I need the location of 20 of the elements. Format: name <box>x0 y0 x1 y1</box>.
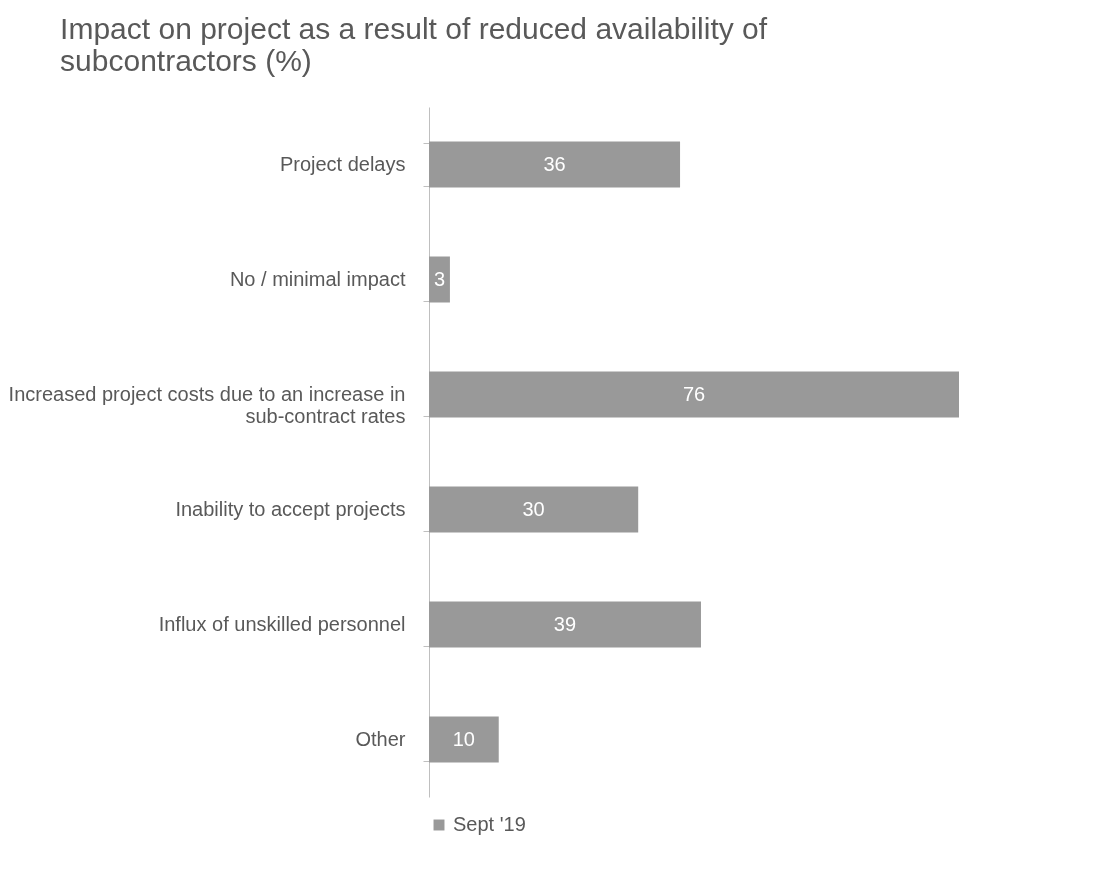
chart-title: Impact on project as a result of reduced availability of subcontractors (%) <box>60 12 768 77</box>
bar <box>429 371 959 418</box>
y-tick-label: Other <box>355 728 406 750</box>
data-label: 10 <box>452 727 475 750</box>
bar <box>429 141 681 188</box>
legend-label: Sept '19 <box>453 813 526 835</box>
bar <box>429 256 450 303</box>
y-tick-label: Influx of unskilled personnel <box>158 613 406 635</box>
bar <box>429 486 639 533</box>
data-label: 76 <box>682 382 706 405</box>
y-tick-label: Increased project costs due to an increase in sub-contract rates <box>8 383 406 427</box>
data-label: 39 <box>553 612 577 635</box>
data-label: 36 <box>543 152 566 175</box>
y-tick-label: No / minimal impact <box>229 268 406 290</box>
y-tick-label: Inability to accept projects <box>175 498 406 520</box>
y-tick-label: Project delays <box>279 153 406 175</box>
data-label: 3 <box>433 267 446 290</box>
bar <box>429 601 701 648</box>
bar <box>429 716 499 763</box>
data-label: 30 <box>522 497 545 520</box>
